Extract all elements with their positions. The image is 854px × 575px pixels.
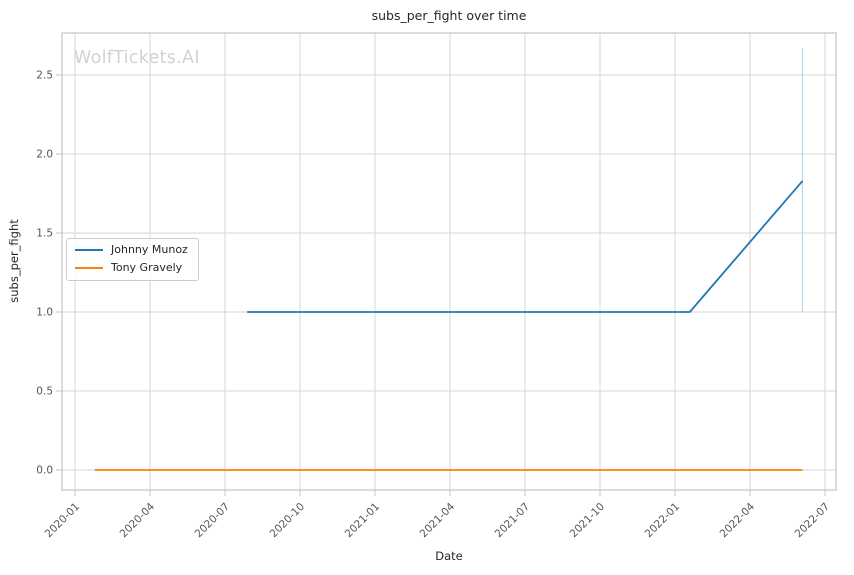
legend-item-johnny-munoz: Johnny Munoz [75, 243, 188, 257]
y-tick-label: 0.5 [36, 386, 53, 398]
x-tick-label: 2022-04 [718, 500, 758, 540]
watermark: WolfTickets.AI [74, 48, 200, 68]
y-tick-label: 2.5 [36, 70, 53, 82]
x-tick-label: 2022-01 [643, 501, 683, 541]
x-tick-label: 2021-04 [418, 500, 458, 540]
x-tick-label: 2020-01 [43, 501, 83, 541]
y-tick-label: 2.0 [36, 149, 53, 161]
y-tick-label: 1.5 [36, 228, 53, 240]
y-tick-label: 1.0 [36, 307, 53, 319]
x-axis-label: Date [435, 549, 463, 563]
legend-line-sample-icon [75, 266, 103, 269]
y-tick-label: 0.0 [36, 465, 53, 477]
x-tick-label: 2021-10 [568, 501, 608, 541]
legend-label: Johnny Munoz [111, 243, 188, 256]
x-tick-label: 2020-10 [268, 501, 308, 541]
y-axis-label: subs_per_fight [7, 219, 21, 303]
legend-item-tony-gravely: Tony Gravely [75, 260, 188, 275]
legend: Johnny Munoz Tony Gravely [66, 238, 199, 282]
legend-label: Tony Gravely [111, 260, 183, 274]
chart-title: subs_per_fight over time [371, 8, 527, 23]
series-line [247, 180, 804, 313]
x-tick-label: 2021-07 [493, 501, 533, 541]
x-tick-label: 2021-01 [343, 501, 383, 541]
x-tick-label: 2020-04 [118, 500, 158, 540]
x-tick-label: 2022-07 [793, 501, 833, 541]
x-tick-label: 2020-07 [193, 501, 233, 541]
axes-spines [61, 32, 837, 491]
legend-line-sample-icon [75, 249, 103, 252]
